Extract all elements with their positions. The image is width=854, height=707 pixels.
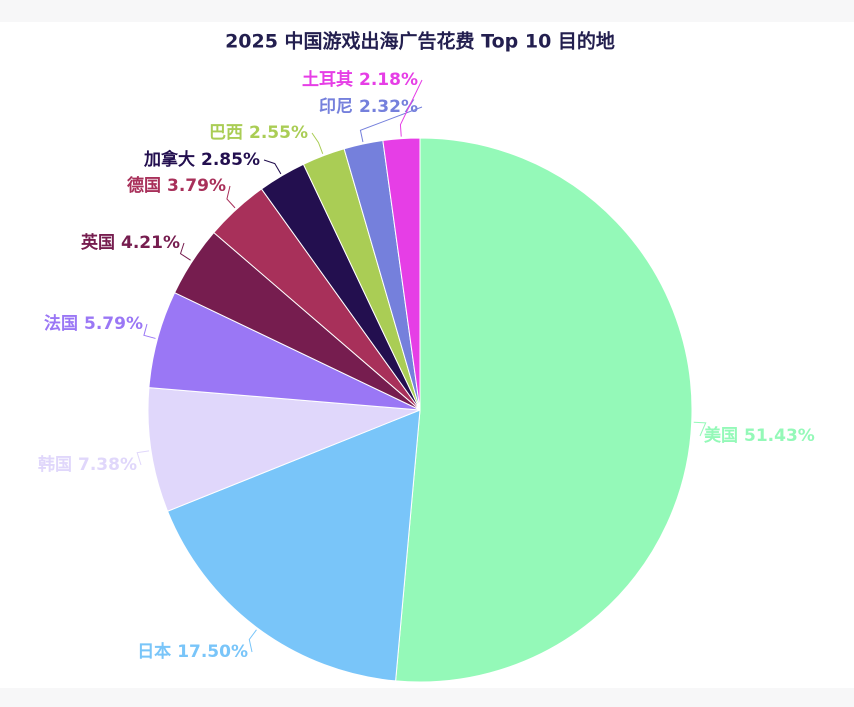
category-label: 英国 [81, 232, 115, 253]
leader-line [248, 629, 257, 653]
value-label: 2.18% [359, 70, 418, 90]
value-label: 51.43% [744, 426, 815, 446]
value-label: 2.32% [359, 97, 418, 117]
leader-line [399, 79, 423, 137]
chart-title: 2025 中国游戏出海广告花费 Top 10 目的地 [225, 30, 615, 53]
pie-slice [382, 137, 421, 411]
leader-line [179, 242, 191, 261]
slice-label: 法国 5.79% [44, 313, 143, 334]
value-label: 17.50% [177, 642, 248, 662]
slice-label: 巴西 2.55% [209, 123, 308, 143]
category-label: 美国 [704, 425, 738, 446]
leader-line [226, 185, 236, 209]
category-label: 德国 [127, 175, 161, 196]
slice-label: 韩国 7.38% [38, 454, 137, 475]
slice-label: 美国 51.43% [704, 425, 815, 446]
category-label: 巴西 [209, 123, 243, 143]
leader-line [311, 132, 324, 155]
category-label: 印尼 [319, 97, 353, 117]
bottom-strip [0, 688, 854, 707]
pie-slice [395, 137, 693, 683]
slice-label: 日本 17.50% [137, 641, 248, 662]
value-label: 7.38% [78, 455, 137, 475]
value-label: 4.21% [121, 233, 180, 253]
category-label: 加拿大 [143, 149, 195, 170]
category-label: 土耳其 [302, 69, 353, 90]
category-label: 法国 [44, 313, 78, 334]
leader-line [263, 159, 282, 175]
value-label: 3.79% [167, 176, 226, 196]
top-strip [0, 0, 854, 22]
pie-slice [147, 387, 421, 512]
value-label: 5.79% [84, 314, 143, 334]
slice-label: 英国 4.21% [81, 232, 180, 253]
leader-line [693, 421, 707, 437]
category-label: 韩国 [38, 454, 72, 475]
leader-line [359, 106, 423, 143]
value-label: 2.85% [201, 150, 260, 170]
category-label: 日本 [137, 641, 171, 662]
leader-line [143, 323, 156, 339]
value-label: 2.55% [249, 123, 308, 143]
leader-line [136, 450, 150, 466]
slice-label: 加拿大 2.85% [143, 149, 260, 170]
pie-slice [166, 409, 421, 682]
slice-label: 土耳其 2.18% [302, 69, 418, 90]
slice-label: 德国 3.79% [127, 175, 226, 196]
slice-label: 印尼 2.32% [319, 97, 418, 117]
